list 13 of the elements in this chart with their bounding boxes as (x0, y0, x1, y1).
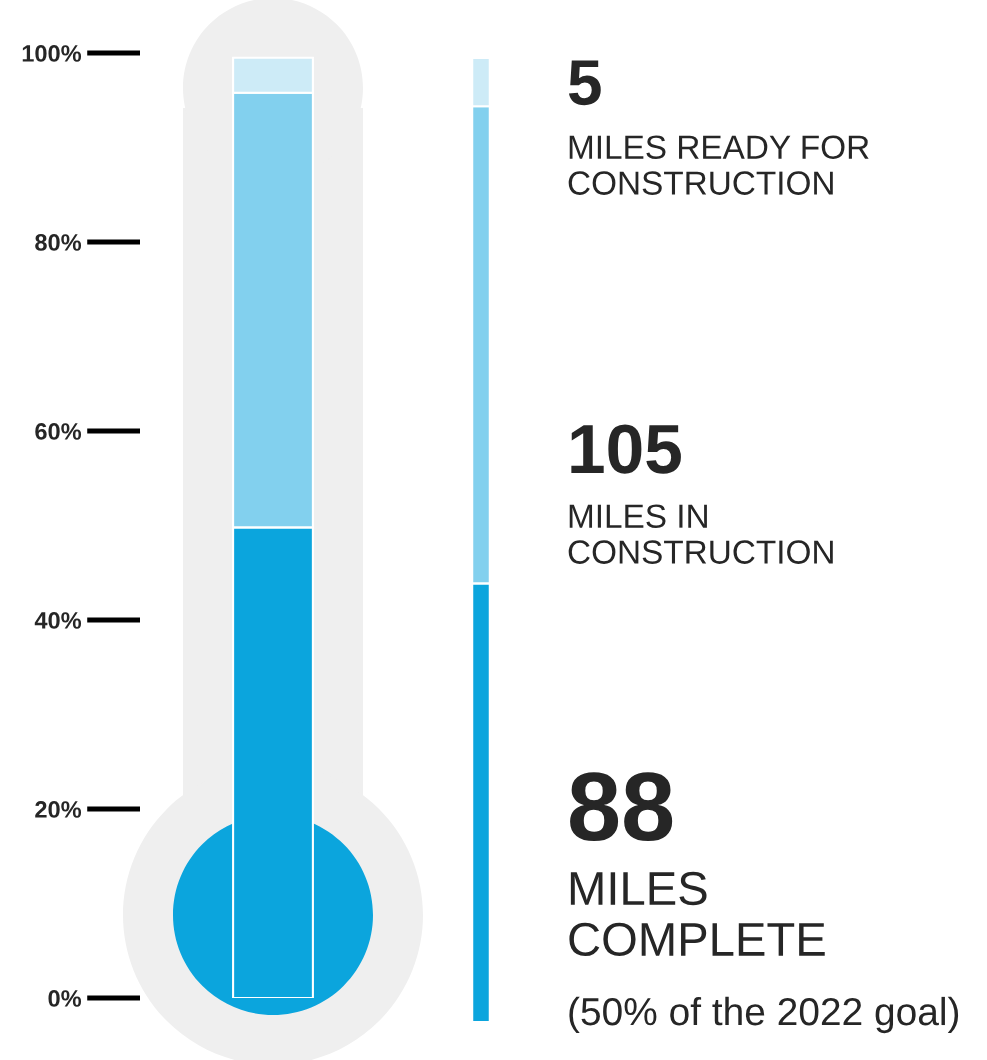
y-tick-label: 80% (35, 234, 82, 251)
text: MILES IN CONSTRUCTION (568, 504, 833, 564)
text: (50% of the 2022 goal) (569, 996, 959, 1034)
y-tick-label: 0% (48, 990, 82, 1007)
y-tick-label: 40% (34, 612, 82, 629)
text: MILES COMPLETE (569, 871, 825, 957)
text: 5 (568, 60, 601, 106)
text: 105 (571, 424, 681, 474)
text: MILES READY FOR CONSTRUCTION (568, 135, 869, 195)
y-tick-label: 60% (35, 423, 82, 440)
y-tick-label: 20% (35, 801, 82, 818)
text: 88 (570, 772, 673, 842)
y-tick-label: 100% (22, 45, 82, 62)
